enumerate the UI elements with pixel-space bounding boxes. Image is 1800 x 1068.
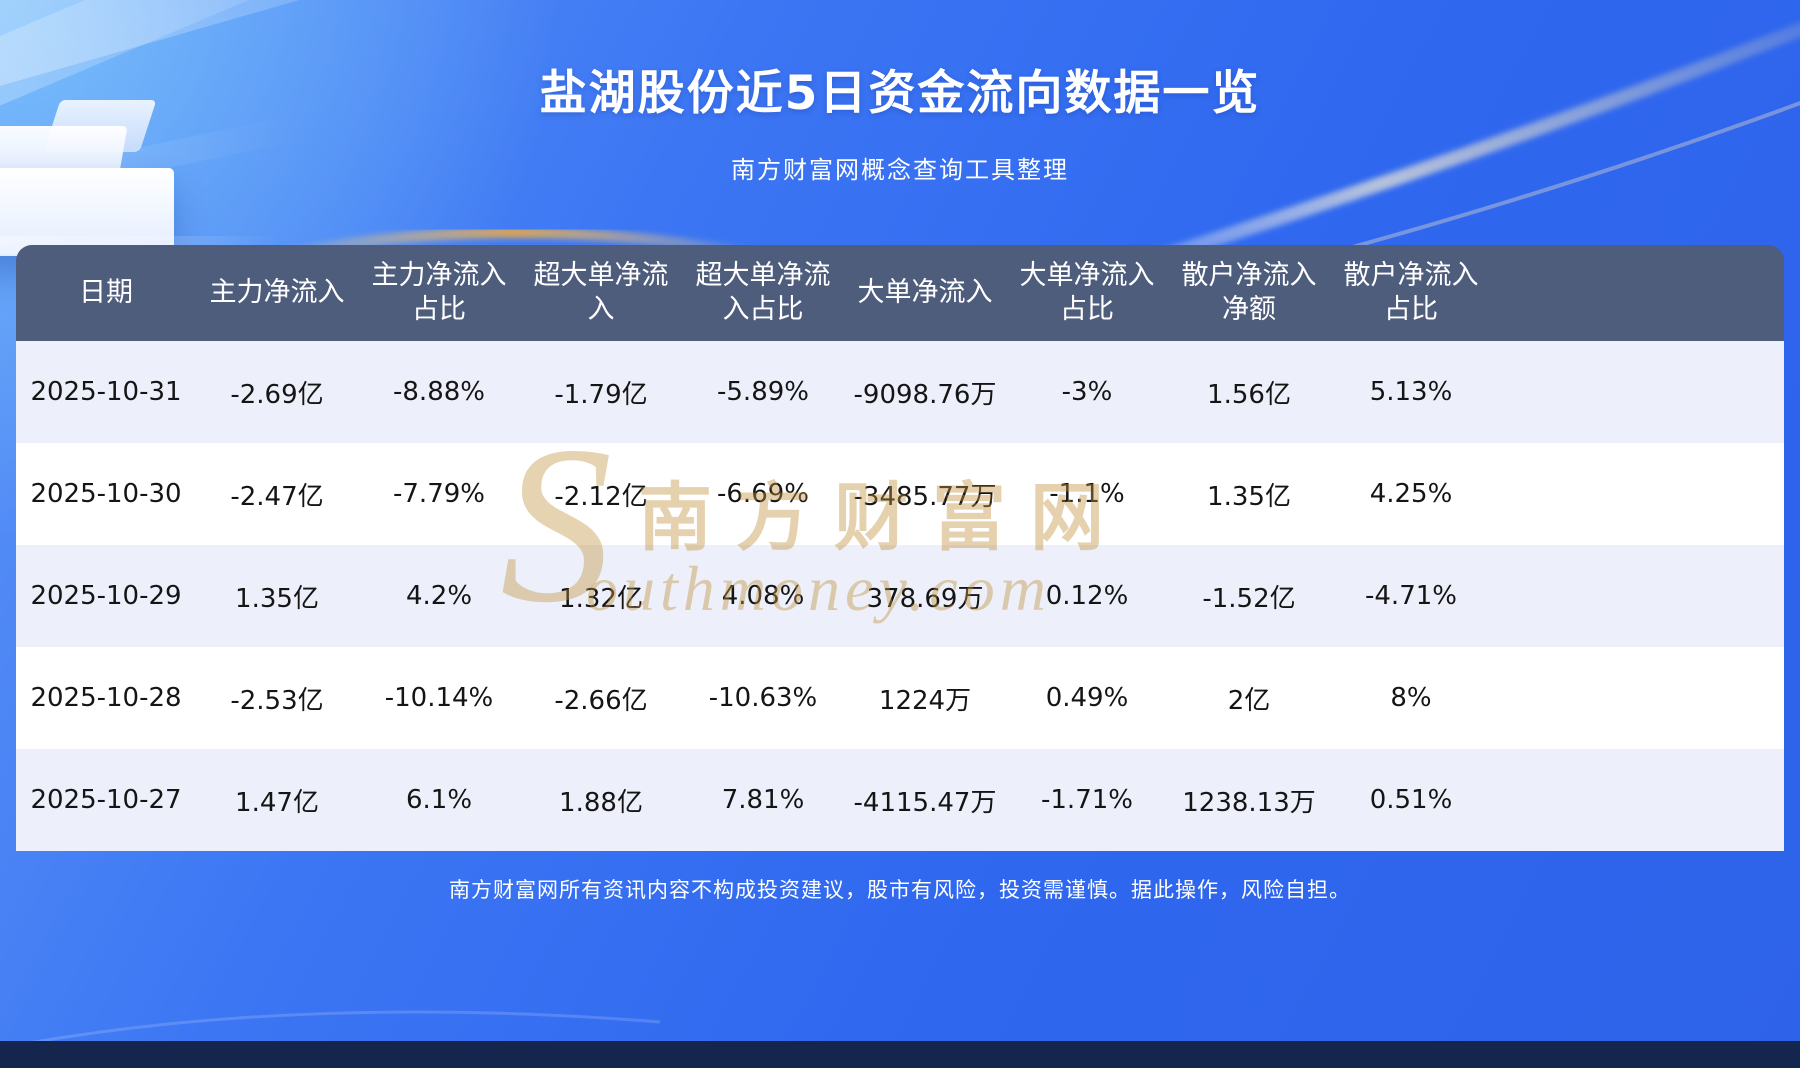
column-header: 主力净流入占比: [371, 260, 507, 325]
table-body: 2025-10-31 -2.69亿 -8.88% -1.79亿 -5.89% -9098.…: [16, 341, 1784, 851]
value-cell: -9098.76万: [853, 379, 997, 410]
value-cell: 1.56亿: [1207, 379, 1291, 410]
value-cell: 0.49%: [1045, 683, 1129, 713]
value-cell: 0.12%: [1045, 581, 1129, 611]
value-cell: 8%: [1390, 683, 1432, 713]
value-cell: -6.69%: [717, 479, 809, 509]
value-cell: 4.08%: [721, 581, 805, 611]
value-cell: -8.88%: [393, 377, 485, 407]
value-cell: -1.1%: [1049, 479, 1125, 509]
value-cell: -5.89%: [717, 377, 809, 407]
value-cell: 4.2%: [405, 581, 473, 611]
table-row: 2025-10-27 1.47亿 6.1% 1.88亿 7.81% -4115.47万 -1…: [16, 749, 1784, 851]
value-cell: -7.79%: [393, 479, 485, 509]
value-cell: -2.12亿: [554, 481, 648, 512]
column-header: 散户净流入占比: [1343, 260, 1479, 325]
column-header: 日期: [79, 277, 133, 309]
value-cell: -10.14%: [384, 683, 494, 713]
value-cell: 1.47亿: [235, 787, 319, 818]
value-cell: 7.81%: [721, 785, 805, 815]
table-row: 2025-10-31 -2.69亿 -8.88% -1.79亿 -5.89% -9098.…: [16, 341, 1784, 443]
value-cell: -1.79亿: [554, 379, 648, 410]
column-header: 散户净流入净额: [1181, 260, 1317, 325]
value-cell: 0.51%: [1369, 785, 1453, 815]
value-cell: -2.47亿: [230, 481, 324, 512]
table-row: 2025-10-29 1.35亿 4.2% 1.32亿 4.08% 378.69万 0.12…: [16, 545, 1784, 647]
date-cell: 2025-10-28: [30, 683, 182, 713]
page-subtitle: 南方财富网概念查询工具整理: [731, 156, 1069, 184]
table-row: 2025-10-28 -2.53亿 -10.14% -2.66亿 -10.63% 1224…: [16, 647, 1784, 749]
date-cell: 2025-10-31: [30, 377, 182, 407]
column-header: 超大单净流入: [533, 260, 669, 325]
column-header: 大单净流入: [857, 277, 993, 309]
page-title: 盐湖股份近5日资金流向数据一览: [539, 66, 1261, 121]
value-cell: -2.53亿: [230, 685, 324, 716]
value-cell: 5.13%: [1369, 377, 1453, 407]
value-cell: 1238.13万: [1182, 787, 1316, 818]
value-cell: 1224万: [878, 685, 972, 716]
value-cell: 378.69万: [866, 583, 984, 614]
value-cell: -4115.47万: [853, 787, 997, 818]
value-cell: -2.69亿: [230, 379, 324, 410]
value-cell: -10.63%: [708, 683, 818, 713]
value-cell: 1.35亿: [1207, 481, 1291, 512]
column-header: 大单净流入占比: [1019, 260, 1155, 325]
value-cell: 4.25%: [1369, 479, 1453, 509]
fund-flow-table: 日期 主力净流入 主力净流入占比 超大单净流入 超大单净流入占比 大单净流入 大单净流入占比…: [16, 245, 1784, 851]
table-row: 2025-10-30 -2.47亿 -7.79% -2.12亿 -6.69% -3485.…: [16, 443, 1784, 545]
date-cell: 2025-10-29: [30, 581, 182, 611]
value-cell: 2亿: [1227, 685, 1271, 716]
table-header-row: 日期 主力净流入 主力净流入占比 超大单净流入 超大单净流入占比 大单净流入 大单净流入占比…: [16, 245, 1784, 341]
value-cell: -1.71%: [1041, 785, 1133, 815]
value-cell: 1.32亿: [559, 583, 643, 614]
bottom-bar: [0, 1041, 1800, 1068]
value-cell: 1.88亿: [559, 787, 643, 818]
column-header: 主力净流入: [209, 277, 345, 309]
column-header: 超大单净流入占比: [695, 260, 831, 325]
date-cell: 2025-10-27: [30, 785, 182, 815]
value-cell: -3%: [1061, 377, 1113, 407]
date-cell: 2025-10-30: [30, 479, 182, 509]
value-cell: -3485.77万: [853, 481, 997, 512]
value-cell: -2.66亿: [554, 685, 648, 716]
value-cell: -4.71%: [1365, 581, 1457, 611]
value-cell: 6.1%: [405, 785, 473, 815]
value-cell: -1.52亿: [1202, 583, 1296, 614]
value-cell: 1.35亿: [235, 583, 319, 614]
disclaimer-text: 南方财富网所有资讯内容不构成投资建议，股市有风险，投资需谨慎。据此操作，风险自担…: [449, 878, 1351, 902]
